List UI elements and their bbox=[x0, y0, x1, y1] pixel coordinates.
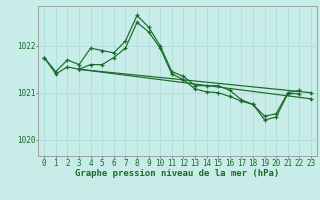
X-axis label: Graphe pression niveau de la mer (hPa): Graphe pression niveau de la mer (hPa) bbox=[76, 169, 280, 178]
